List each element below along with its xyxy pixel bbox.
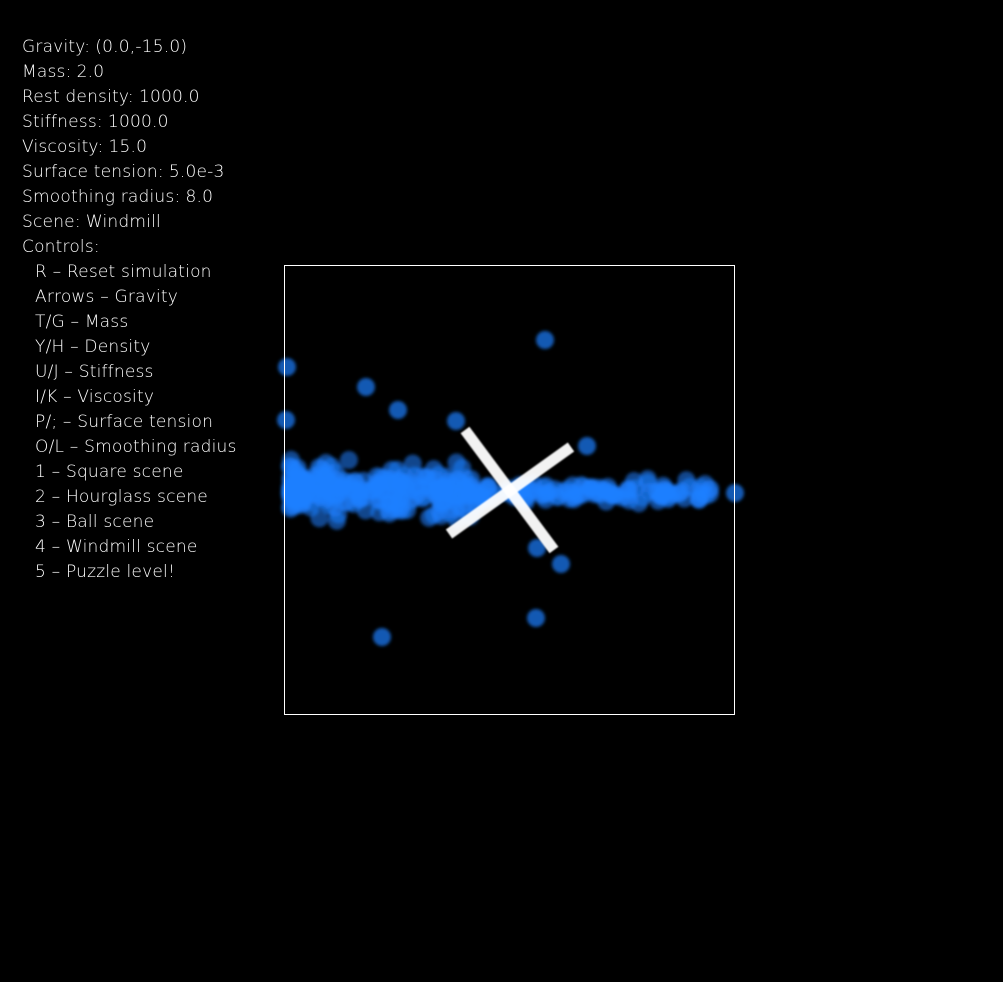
fluid-particle	[613, 489, 631, 507]
fluid-particle	[380, 474, 398, 492]
fluid-particle	[527, 609, 545, 627]
fluid-particle	[357, 378, 375, 396]
fluid-particle	[416, 468, 434, 486]
fluid-particle	[320, 497, 338, 515]
fluid-particle	[278, 358, 296, 376]
fluid-particle	[587, 483, 605, 501]
fluid-particle	[317, 454, 335, 472]
fluid-particle	[701, 480, 719, 498]
fluid-particle	[431, 491, 449, 509]
fluid-particle	[550, 487, 568, 505]
fluid-particle	[536, 331, 554, 349]
fluid-particle	[447, 412, 465, 430]
fluid-particle	[552, 555, 570, 573]
fluid-particle	[373, 628, 391, 646]
fluid-particle	[641, 483, 659, 501]
fluid-particle	[277, 411, 295, 429]
fluid-particle	[312, 477, 330, 495]
fluid-particle	[459, 483, 477, 501]
fluid-particle	[578, 437, 596, 455]
fluid-particle	[571, 486, 589, 504]
fluid-particle	[352, 482, 370, 500]
fluid-particle	[401, 492, 419, 510]
fluid-particle	[389, 401, 407, 419]
fluid-particle	[657, 481, 675, 499]
fluid-particle	[380, 495, 398, 513]
